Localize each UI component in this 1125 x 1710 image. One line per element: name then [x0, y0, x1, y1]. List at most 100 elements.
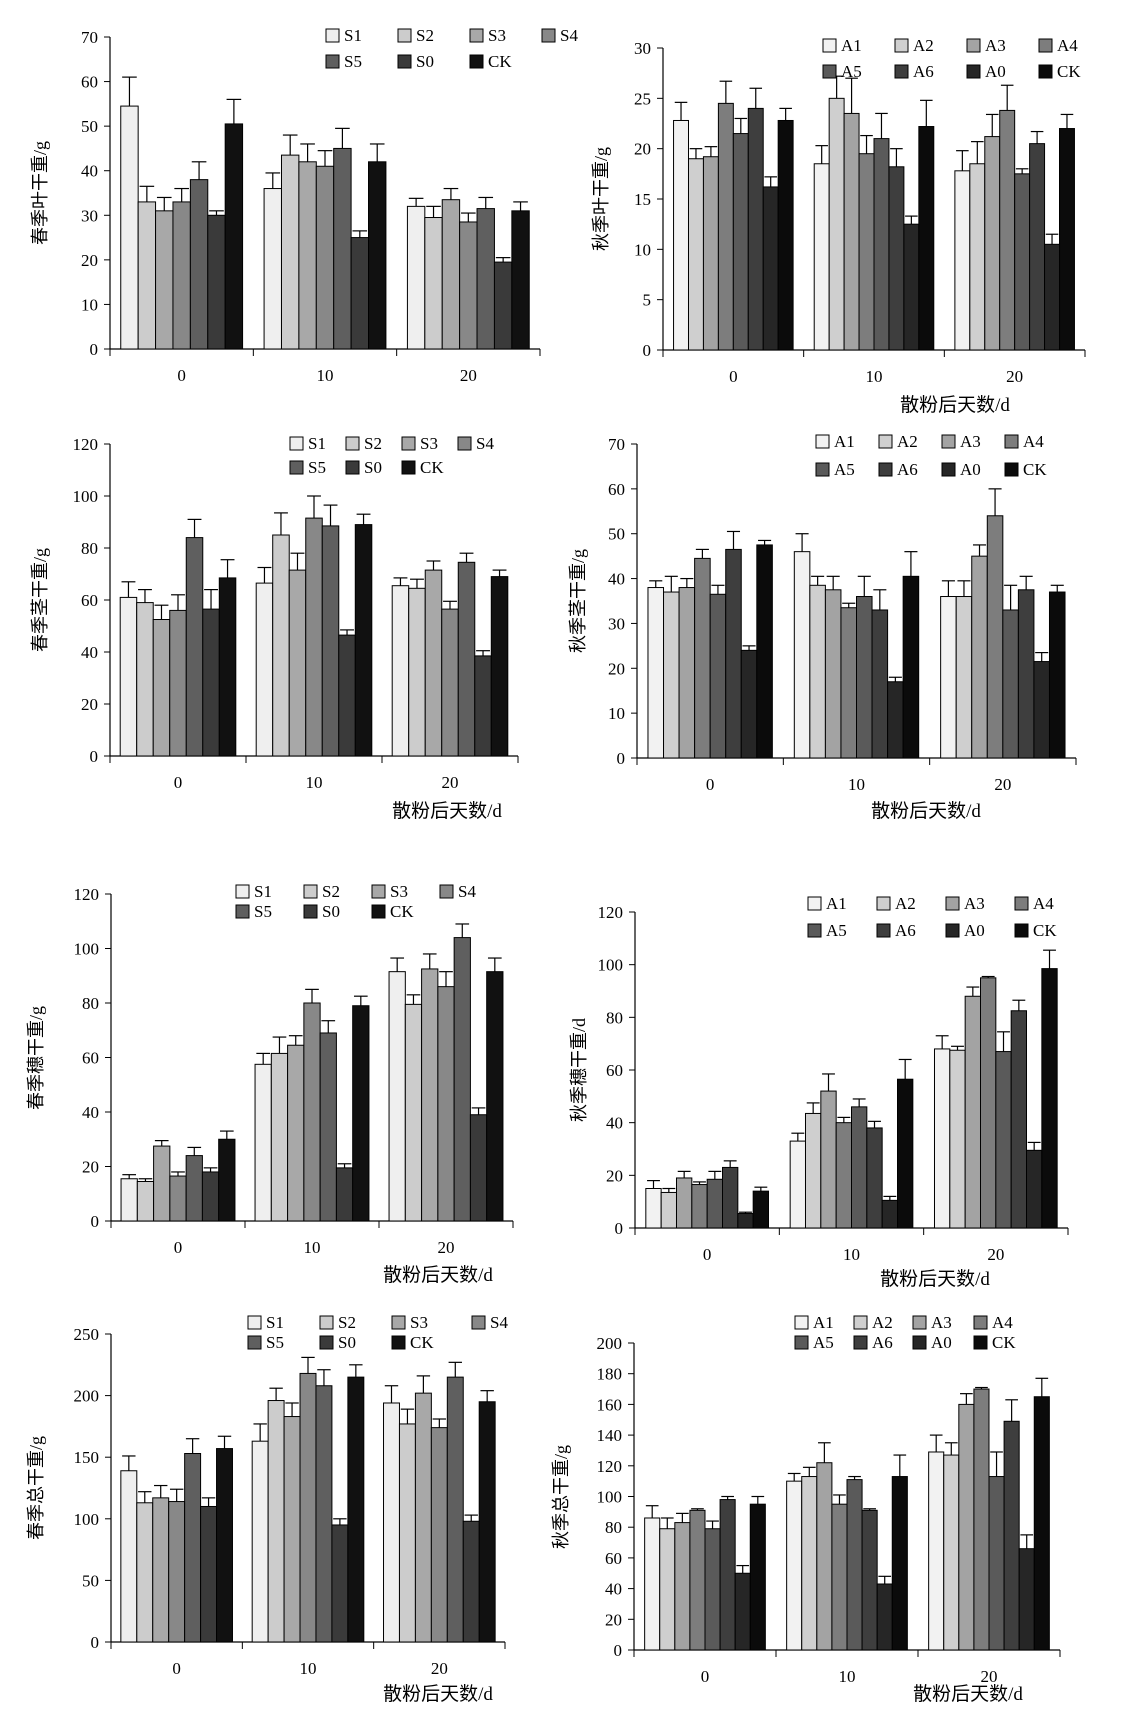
y-tick-label: 20: [81, 695, 98, 714]
bar-A3: [816, 1462, 833, 1651]
y-tick-label: 40: [81, 643, 98, 662]
bar-S4: [172, 201, 191, 350]
bar-A6: [719, 1499, 736, 1651]
y-tick-label: 0: [615, 1219, 624, 1238]
x-tick-label: 10: [866, 367, 883, 386]
x-tick-label: 0: [729, 367, 738, 386]
bar-A1: [813, 163, 830, 351]
bar-S5: [453, 937, 471, 1222]
legend-swatch-S3: [469, 28, 484, 43]
legend-swatch-S4: [457, 436, 472, 451]
legend-swatch-S3: [391, 1315, 406, 1330]
bar-S3: [287, 1044, 305, 1222]
legend-swatch-A3: [945, 896, 960, 911]
legend-swatch-A4: [1038, 38, 1053, 53]
legend-swatch-A0: [966, 64, 981, 79]
x-axis-title: 散粉后天数/d: [871, 800, 981, 822]
bar-S0: [462, 1520, 480, 1643]
y-tick-label: 40: [605, 1580, 622, 1599]
bar-S3: [152, 1497, 170, 1643]
x-tick-label: 10: [304, 1238, 321, 1257]
bar-S0: [202, 608, 220, 757]
legend-label-S5: S5: [308, 458, 326, 477]
legend-label-CK: CK: [390, 902, 414, 921]
y-tick-label: 80: [81, 539, 98, 558]
bar-S4: [441, 608, 459, 757]
bar-A1: [933, 1048, 951, 1229]
legend-swatch-S0: [319, 1335, 334, 1350]
legend-label-A6: A6: [897, 460, 918, 479]
bar-A0: [734, 1572, 751, 1651]
bar-A1: [940, 596, 957, 759]
x-tick-label: 20: [1006, 367, 1023, 386]
x-tick-label: 10: [848, 775, 865, 794]
legend-swatch-S1: [289, 436, 304, 451]
bar-CK: [1059, 128, 1075, 351]
legend-label-A0: A0: [964, 921, 985, 940]
bar-A3: [674, 1522, 691, 1651]
y-tick-label: 0: [90, 340, 99, 359]
bar-A1: [793, 551, 811, 759]
bar-CK: [368, 161, 387, 350]
legend-label-A3: A3: [931, 1313, 952, 1332]
bar-S1: [120, 1178, 138, 1222]
bar-S3: [288, 569, 307, 757]
bar-A3: [820, 1090, 837, 1229]
legend-label-A5: A5: [841, 62, 862, 81]
bar-A2: [828, 97, 845, 351]
legend-swatch-S3: [401, 436, 416, 451]
legend-label-A4: A4: [1057, 36, 1078, 55]
bar-S5: [457, 561, 476, 757]
x-tick-label: 0: [701, 1667, 710, 1686]
y-axis-title: 秋季叶干重/g: [591, 147, 611, 251]
y-tick-label: 80: [605, 1518, 622, 1537]
bar-S0: [200, 1505, 218, 1643]
x-axis-title: 散粉后天数/d: [392, 800, 502, 822]
bar-A1: [645, 1188, 662, 1229]
bar-A0: [887, 681, 904, 759]
legend-label-A4: A4: [992, 1313, 1013, 1332]
y-tick-label: 40: [606, 1114, 623, 1133]
bar-S1: [255, 582, 274, 757]
bar-A2: [809, 584, 826, 759]
bar-CK: [918, 126, 935, 351]
bar-CK: [1048, 591, 1066, 759]
y-tick-label: 160: [597, 1395, 623, 1414]
bar-S2: [424, 217, 443, 350]
legend-swatch-A2: [878, 434, 893, 449]
legend-swatch-S5: [289, 460, 304, 475]
legend-label-A4: A4: [1023, 432, 1044, 451]
y-tick-label: 20: [81, 251, 98, 270]
bar-A4: [973, 1388, 990, 1651]
bar-S5: [476, 208, 495, 350]
legend-swatch-S2: [319, 1315, 334, 1330]
y-tick-label: 120: [598, 903, 624, 922]
x-axis-title: 散粉后天数/d: [913, 1683, 1023, 1705]
bar-A5: [846, 1479, 863, 1651]
y-tick-label: 20: [608, 659, 625, 678]
legend-swatch-A5: [822, 64, 837, 79]
bar-A0: [762, 186, 779, 351]
x-tick-label: 0: [177, 366, 186, 385]
bar-S1: [406, 205, 426, 350]
bar-S5: [184, 1453, 202, 1643]
legend-label-A1: A1: [826, 894, 847, 913]
y-tick-label: 0: [90, 747, 99, 766]
bar-A5: [1002, 609, 1019, 759]
bar-CK: [216, 1448, 233, 1643]
x-tick-label: 10: [300, 1659, 317, 1678]
legend-label-A5: A5: [813, 1333, 834, 1352]
bar-CK: [347, 1376, 365, 1643]
bar-S5: [185, 1155, 203, 1222]
legend-swatch-A6: [853, 1335, 868, 1350]
bar-A6: [861, 1509, 878, 1651]
bar-A3: [824, 589, 842, 759]
y-axis-title: 春季总干重/g: [26, 1436, 46, 1540]
y-tick-label: 80: [82, 994, 99, 1013]
bar-A1: [786, 1480, 803, 1651]
bar-A0: [740, 649, 758, 759]
legend-swatch-CK: [1004, 462, 1019, 477]
y-axis-title: 秋季穗干重/d: [569, 1018, 589, 1122]
bar-A4: [840, 607, 858, 759]
bar-A2: [660, 1191, 677, 1229]
